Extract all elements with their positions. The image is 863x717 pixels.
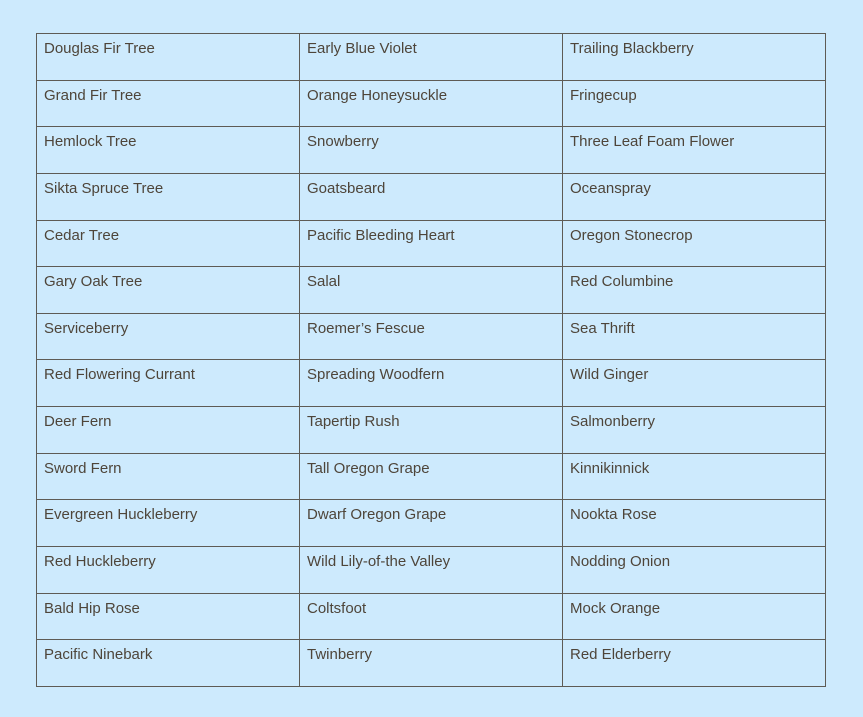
table-row: Douglas Fir Tree Early Blue Violet Trailin…: [36, 33, 826, 81]
table-cell: Wild Ginger: [562, 359, 826, 408]
table-cell: Twinberry: [299, 639, 563, 687]
table-row: Evergreen Huckleberry Dwarf Oregon Grape N…: [36, 499, 826, 548]
table-cell: Tall Oregon Grape: [299, 452, 563, 501]
table-cell: Pacific Bleeding Heart: [299, 219, 563, 268]
table-cell: Roemer’s Fescue: [299, 312, 563, 361]
table-row: Sikta Spruce Tree Goatsbeard Oceanspray: [36, 172, 826, 221]
table-cell: Hemlock Tree: [36, 126, 300, 174]
table-cell: Mock Orange: [562, 592, 826, 641]
table-cell: Sword Fern: [36, 452, 300, 501]
table-cell: Red Elderberry: [562, 639, 826, 687]
table-row: Hemlock Tree Snowberry Three Leaf Foam Flo…: [36, 126, 826, 174]
table-cell: Dwarf Oregon Grape: [299, 499, 563, 548]
table-cell: Wild Lily-of-the Valley: [299, 546, 563, 594]
table-cell: Three Leaf Foam Flower: [562, 126, 826, 174]
table-cell: Nookta Rose: [562, 499, 826, 548]
table-cell: Oceanspray: [562, 172, 826, 221]
table-cell: Coltsfoot: [299, 592, 563, 641]
table-cell: Kinnikinnick: [562, 452, 826, 501]
table-cell: Sea Thrift: [562, 312, 826, 361]
table-cell: Evergreen Huckleberry: [36, 499, 300, 548]
table-cell: Fringecup: [562, 79, 826, 128]
table-cell: Pacific Ninebark: [36, 639, 300, 687]
table-cell: Nodding Onion: [562, 546, 826, 594]
table-row: Red Flowering Currant Spreading Woodfern W…: [36, 359, 826, 408]
table-cell: Red Flowering Currant: [36, 359, 300, 408]
table-cell: Tapertip Rush: [299, 406, 563, 454]
table-row: Pacific Ninebark Twinberry Red Elderberry: [36, 639, 826, 687]
table-cell: Serviceberry: [36, 312, 300, 361]
table-cell: Snowberry: [299, 126, 563, 174]
plant-names-table: Douglas Fir Tree Early Blue Violet Trailin…: [36, 33, 826, 687]
table-row: Red Huckleberry Wild Lily-of-the Valley No…: [36, 546, 826, 594]
table-row: Cedar Tree Pacific Bleeding Heart Oregon S…: [36, 219, 826, 268]
plant-table-body: Douglas Fir Tree Early Blue Violet Trailin…: [36, 33, 826, 687]
table-cell: Cedar Tree: [36, 219, 300, 268]
table-row: Deer Fern Tapertip Rush Salmonberry: [36, 406, 826, 454]
table-cell: Douglas Fir Tree: [36, 33, 300, 81]
table-row: Grand Fir Tree Orange Honeysuckle Fringecu…: [36, 79, 826, 128]
table-cell: Sikta Spruce Tree: [36, 172, 300, 221]
table-row: Sword Fern Tall Oregon Grape Kinnikinnick: [36, 452, 826, 501]
table-cell: Red Huckleberry: [36, 546, 300, 594]
table-row: Bald Hip Rose Coltsfoot Mock Orange: [36, 592, 826, 641]
table-cell: Oregon Stonecrop: [562, 219, 826, 268]
table-cell: Trailing Blackberry: [562, 33, 826, 81]
table-cell: Salmonberry: [562, 406, 826, 454]
table-cell: Orange Honeysuckle: [299, 79, 563, 128]
table-cell: Deer Fern: [36, 406, 300, 454]
table-cell: Red Columbine: [562, 266, 826, 314]
table-cell: Salal: [299, 266, 563, 314]
table-cell: Early Blue Violet: [299, 33, 563, 81]
table-cell: Grand Fir Tree: [36, 79, 300, 128]
table-cell: Gary Oak Tree: [36, 266, 300, 314]
table-cell: Bald Hip Rose: [36, 592, 300, 641]
table-row: Serviceberry Roemer’s Fescue Sea Thrift: [36, 312, 826, 361]
table-row: Gary Oak Tree Salal Red Columbine: [36, 266, 826, 314]
table-cell: Spreading Woodfern: [299, 359, 563, 408]
table-cell: Goatsbeard: [299, 172, 563, 221]
